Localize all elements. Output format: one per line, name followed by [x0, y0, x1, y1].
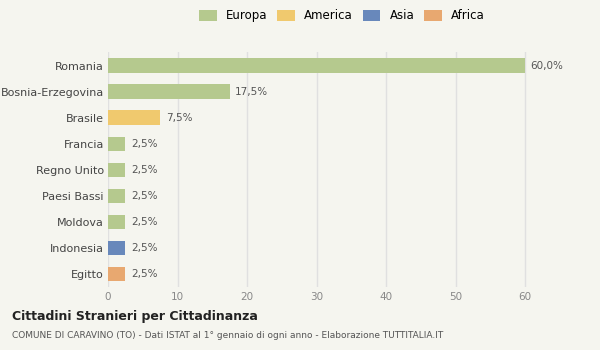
Bar	[108, 215, 125, 229]
Bar	[108, 84, 230, 99]
Bar	[108, 189, 125, 203]
Text: 2,5%: 2,5%	[131, 217, 157, 227]
Text: 17,5%: 17,5%	[235, 86, 268, 97]
Text: 60,0%: 60,0%	[531, 61, 563, 71]
Text: 2,5%: 2,5%	[131, 191, 157, 201]
Bar	[108, 136, 125, 151]
Text: 7,5%: 7,5%	[166, 113, 192, 122]
Bar	[108, 241, 125, 255]
Legend: Europa, America, Asia, Africa: Europa, America, Asia, Africa	[199, 9, 485, 22]
Text: 2,5%: 2,5%	[131, 243, 157, 253]
Text: COMUNE DI CARAVINO (TO) - Dati ISTAT al 1° gennaio di ogni anno - Elaborazione T: COMUNE DI CARAVINO (TO) - Dati ISTAT al …	[12, 331, 443, 340]
Text: 2,5%: 2,5%	[131, 165, 157, 175]
Text: 2,5%: 2,5%	[131, 139, 157, 149]
Bar	[108, 163, 125, 177]
Text: Cittadini Stranieri per Cittadinanza: Cittadini Stranieri per Cittadinanza	[12, 310, 258, 323]
Bar	[108, 267, 125, 281]
Text: 2,5%: 2,5%	[131, 269, 157, 279]
Bar	[108, 58, 525, 73]
Bar	[108, 111, 160, 125]
